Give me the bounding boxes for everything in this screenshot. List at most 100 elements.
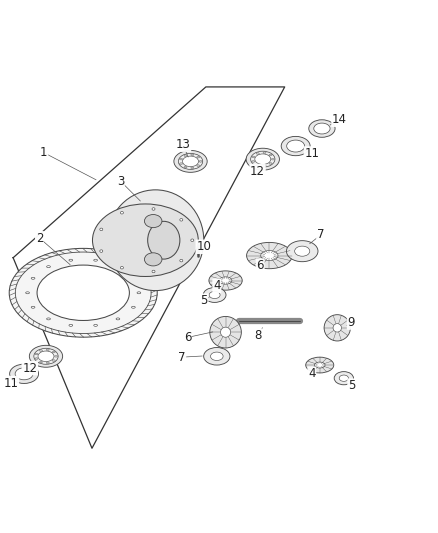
Ellipse shape	[255, 154, 271, 165]
Text: 2: 2	[35, 231, 43, 245]
Ellipse shape	[38, 351, 54, 361]
Circle shape	[333, 324, 342, 332]
Ellipse shape	[131, 277, 135, 279]
Ellipse shape	[246, 148, 279, 170]
Ellipse shape	[314, 123, 330, 134]
Ellipse shape	[178, 154, 203, 169]
Ellipse shape	[191, 154, 194, 156]
Ellipse shape	[180, 260, 183, 262]
Ellipse shape	[26, 292, 29, 294]
Ellipse shape	[152, 208, 155, 210]
Ellipse shape	[334, 372, 353, 385]
Ellipse shape	[180, 163, 183, 165]
Text: 7: 7	[178, 351, 186, 364]
Text: 13: 13	[176, 138, 191, 151]
Ellipse shape	[31, 277, 35, 279]
Ellipse shape	[107, 190, 204, 290]
Ellipse shape	[191, 239, 194, 241]
Text: 1: 1	[40, 146, 48, 159]
Ellipse shape	[180, 219, 183, 221]
Ellipse shape	[69, 259, 73, 261]
Ellipse shape	[37, 265, 129, 320]
Ellipse shape	[145, 214, 162, 228]
Ellipse shape	[39, 361, 42, 363]
Ellipse shape	[251, 151, 275, 167]
Ellipse shape	[197, 156, 200, 158]
Circle shape	[324, 314, 350, 341]
Ellipse shape	[120, 212, 124, 214]
Ellipse shape	[306, 357, 334, 373]
Ellipse shape	[183, 156, 198, 167]
Ellipse shape	[46, 265, 50, 268]
Ellipse shape	[209, 271, 242, 290]
Text: 14: 14	[332, 114, 347, 126]
Ellipse shape	[256, 164, 259, 166]
Ellipse shape	[209, 292, 220, 298]
Ellipse shape	[219, 277, 232, 284]
Circle shape	[210, 317, 241, 348]
Ellipse shape	[204, 348, 230, 365]
Ellipse shape	[263, 165, 266, 166]
Ellipse shape	[92, 204, 198, 277]
Ellipse shape	[120, 266, 124, 269]
Ellipse shape	[174, 150, 207, 172]
Ellipse shape	[39, 350, 42, 351]
Ellipse shape	[197, 165, 200, 166]
Text: 4: 4	[308, 367, 316, 381]
Ellipse shape	[314, 362, 325, 368]
Ellipse shape	[184, 155, 187, 157]
Ellipse shape	[100, 250, 103, 252]
Text: 12: 12	[250, 165, 265, 177]
Ellipse shape	[252, 160, 255, 162]
Ellipse shape	[94, 259, 98, 261]
Text: 5: 5	[348, 379, 355, 392]
Ellipse shape	[100, 228, 103, 231]
Ellipse shape	[15, 368, 33, 380]
Ellipse shape	[131, 306, 135, 308]
Text: 7: 7	[317, 229, 325, 241]
Ellipse shape	[272, 158, 274, 160]
Ellipse shape	[247, 243, 292, 269]
Ellipse shape	[52, 351, 55, 353]
Ellipse shape	[269, 154, 272, 156]
Ellipse shape	[211, 352, 223, 360]
Ellipse shape	[180, 158, 183, 160]
Ellipse shape	[46, 318, 50, 320]
Ellipse shape	[46, 349, 49, 351]
Ellipse shape	[116, 318, 120, 320]
Text: 11: 11	[4, 376, 18, 390]
Ellipse shape	[203, 287, 226, 302]
Text: 12: 12	[22, 361, 37, 375]
Ellipse shape	[286, 241, 318, 262]
Text: 3: 3	[117, 175, 124, 188]
Ellipse shape	[281, 136, 310, 156]
Ellipse shape	[152, 270, 155, 273]
Ellipse shape	[116, 265, 120, 268]
Ellipse shape	[287, 140, 304, 152]
Text: 11: 11	[304, 147, 319, 160]
Ellipse shape	[261, 251, 278, 261]
Ellipse shape	[199, 160, 202, 162]
Ellipse shape	[184, 166, 187, 168]
Text: 6: 6	[256, 259, 264, 272]
Ellipse shape	[9, 248, 157, 337]
Text: 4: 4	[213, 279, 221, 292]
Ellipse shape	[339, 375, 349, 381]
Ellipse shape	[10, 364, 39, 383]
Ellipse shape	[145, 253, 162, 266]
Ellipse shape	[269, 163, 272, 164]
Ellipse shape	[55, 356, 57, 357]
Ellipse shape	[148, 221, 180, 259]
Ellipse shape	[34, 348, 58, 364]
Ellipse shape	[94, 325, 98, 326]
Ellipse shape	[295, 246, 310, 256]
Ellipse shape	[29, 345, 63, 367]
Ellipse shape	[69, 325, 73, 326]
Text: 10: 10	[196, 240, 211, 253]
Ellipse shape	[52, 360, 55, 361]
Ellipse shape	[309, 120, 335, 138]
Ellipse shape	[35, 353, 38, 355]
Ellipse shape	[137, 292, 141, 294]
Circle shape	[220, 327, 231, 337]
Text: 5: 5	[201, 294, 208, 307]
